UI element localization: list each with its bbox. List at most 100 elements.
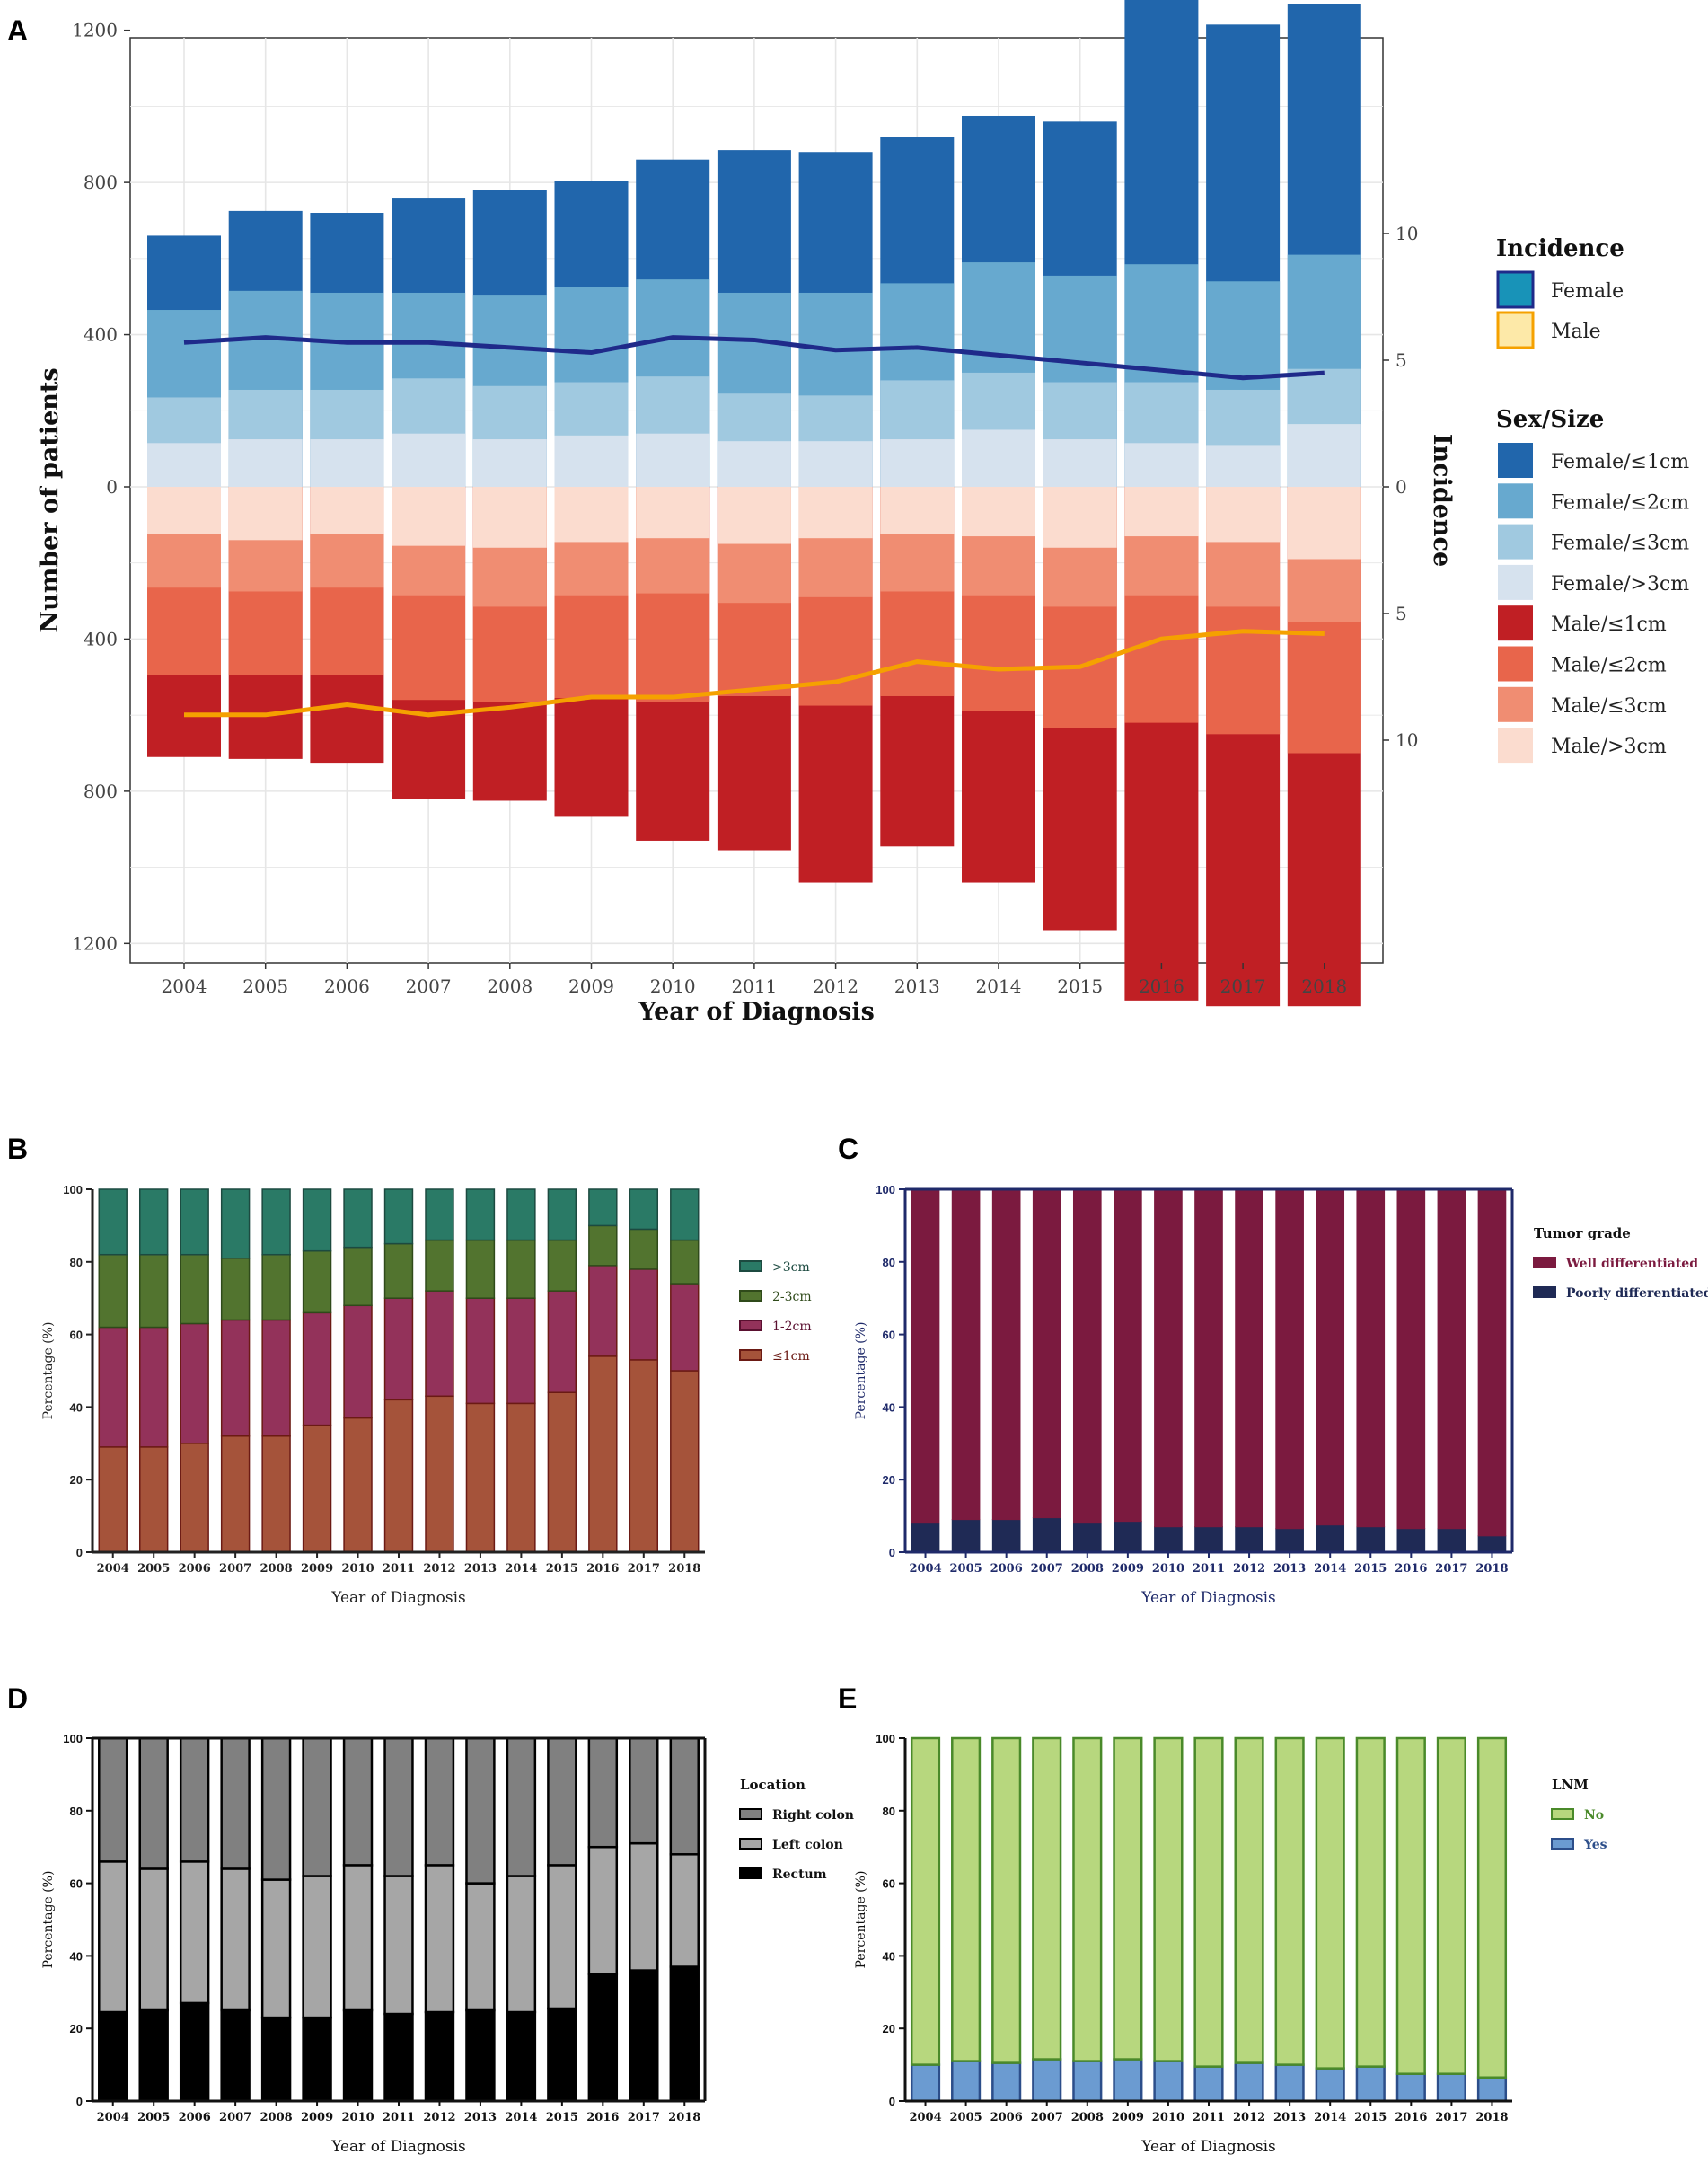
legend-label-size: Female/>3cm xyxy=(1551,573,1689,596)
bar-male-gt3cm xyxy=(798,487,873,539)
legend-key xyxy=(739,1808,762,1820)
bar-lnm-no xyxy=(1113,1736,1143,2061)
y2-tick-label: 10 xyxy=(1395,223,1418,244)
bar-lnm-no xyxy=(1355,1736,1386,2068)
x-tick-label: 2010 xyxy=(341,1562,374,1576)
bar-rectum xyxy=(138,2008,169,2103)
legend-label: No xyxy=(1584,1808,1604,1823)
bar-poorly-differentiated xyxy=(1072,1523,1102,1553)
bar-rectum xyxy=(302,2016,332,2103)
bar-left-colon xyxy=(302,1875,332,2019)
x-tick-label: 2018 xyxy=(1475,1562,1508,1576)
legend-key-size xyxy=(1498,564,1533,600)
x-tick-label: 2015 xyxy=(546,1562,578,1576)
bar-male-gt3cm xyxy=(880,487,955,534)
bar-lnm-yes xyxy=(1355,2065,1386,2103)
y2-tick-label: 5 xyxy=(1395,349,1407,371)
panel-label-b: B xyxy=(7,1133,28,1165)
x-tick-label: 2012 xyxy=(423,2111,455,2124)
x-tick-label: 2005 xyxy=(950,1562,982,1576)
y-tick-label: 400 xyxy=(84,324,118,346)
x-tick-label: 2008 xyxy=(260,1562,293,1576)
legend-key-size xyxy=(1498,524,1533,560)
bar-right-colon xyxy=(669,1736,700,1856)
x-tick-label: 2017 xyxy=(1435,1562,1467,1576)
bar-lnm-no xyxy=(991,1736,1022,2064)
legend-title-incidence: Incidence xyxy=(1496,235,1624,262)
bar-lnm-yes xyxy=(951,2060,982,2103)
x-tick-label: 2015 xyxy=(1354,2111,1387,2124)
x-tick-label: 2007 xyxy=(219,2111,251,2124)
x-tick-label: 2012 xyxy=(813,976,858,997)
y-tick-label: 1200 xyxy=(72,932,118,954)
bar-2-3cm xyxy=(670,1239,700,1285)
bar-rectum xyxy=(629,1969,659,2103)
bar-poorly-differentiated xyxy=(1114,1521,1142,1553)
y-tick-label: 1200 xyxy=(72,20,118,41)
bar-left-colon xyxy=(138,1867,169,2012)
legend-label: 1-2cm xyxy=(772,1320,812,1334)
bar-female-gt3cm xyxy=(472,439,547,487)
bar-lnm-no xyxy=(1274,1736,1305,2066)
bar-female-gt3cm xyxy=(1043,439,1117,487)
bar-1-2cm xyxy=(180,1322,209,1444)
bar-gt3cm xyxy=(547,1188,577,1241)
bar-2-3cm xyxy=(302,1249,332,1314)
bar-female-gt3cm xyxy=(798,441,873,487)
x-tick-label: 2014 xyxy=(976,976,1022,997)
bar-gt3cm xyxy=(425,1188,454,1241)
bar-lnm-yes xyxy=(1193,2065,1224,2103)
x-tick-label: 2015 xyxy=(1057,976,1103,997)
legend-chartC: Tumor grade Well differentiated Poorly dif… xyxy=(1533,1225,1708,1301)
bar-le1cm xyxy=(629,1359,659,1553)
chart-e: 0 20 40 60 80 100 2004 2005 2006 2007 2008 2009 2010… xyxy=(854,1732,1607,2156)
bar-lnm-no xyxy=(1032,1736,1062,2061)
legend-label-size: Male/≤2cm xyxy=(1551,655,1667,677)
y-tick-label: 0 xyxy=(106,476,118,498)
bars-a xyxy=(147,0,1361,1007)
legend-title: LNM xyxy=(1552,1777,1589,1793)
bar-rectum xyxy=(465,2008,496,2103)
bar-well-differentiated xyxy=(1154,1188,1183,1528)
x-tick-label: 2008 xyxy=(487,976,533,997)
y-tick-label: 100 xyxy=(63,1183,83,1196)
bar-well-differentiated xyxy=(1477,1188,1507,1537)
legend-label: Well differentiated xyxy=(1565,1257,1698,1271)
bar-left-colon xyxy=(220,1867,251,2012)
chart-d: 0 20 40 60 80 100 2004 2005 2006 2007 2008 2009 2010… xyxy=(41,1732,854,2156)
x-tick-label: 2005 xyxy=(242,976,288,997)
bar-2-3cm xyxy=(425,1239,454,1292)
bar-lnm-yes xyxy=(1234,2061,1264,2103)
bar-male-gt3cm xyxy=(1287,487,1361,560)
bar-gt3cm xyxy=(180,1188,209,1256)
bar-left-colon xyxy=(342,1864,374,2012)
bar-poorly-differentiated xyxy=(911,1523,940,1553)
legend-key xyxy=(739,1260,762,1272)
x-tick-label: 2006 xyxy=(990,1562,1023,1576)
bar-lnm-no xyxy=(1476,1736,1508,2079)
bar-lnm-yes xyxy=(1395,2072,1426,2103)
bar-female-gt3cm xyxy=(1206,445,1281,487)
bar-2-3cm xyxy=(343,1246,373,1307)
x-tick-label: 2016 xyxy=(586,1562,619,1576)
bar-right-colon xyxy=(179,1736,210,1863)
bar-le1cm xyxy=(220,1435,251,1553)
bar-2-3cm xyxy=(261,1253,291,1321)
bar-gt3cm xyxy=(383,1188,414,1245)
bar-lnm-yes xyxy=(1274,2063,1305,2103)
bar-male-gt3cm xyxy=(1043,487,1117,548)
bar-male-gt3cm xyxy=(962,487,1035,537)
bar-poorly-differentiated xyxy=(951,1519,981,1553)
y-tick-label: 800 xyxy=(84,172,118,193)
bar-well-differentiated xyxy=(1356,1188,1386,1528)
x-tick-label: 2011 xyxy=(1193,2111,1225,2124)
bar-lnm-no xyxy=(1153,1736,1184,2062)
bar-right-colon xyxy=(302,1736,332,1877)
x-tick-label: 2008 xyxy=(260,2111,293,2124)
y2-axis-title-a: Incidence xyxy=(1428,434,1456,567)
y-tick-label: 0 xyxy=(76,2095,83,2108)
x-tick-label: 2012 xyxy=(423,1562,455,1576)
x-tick-label: 2012 xyxy=(1233,1562,1265,1576)
y2-tick-label: 5 xyxy=(1395,603,1407,624)
x-tick-label: 2004 xyxy=(162,976,207,997)
